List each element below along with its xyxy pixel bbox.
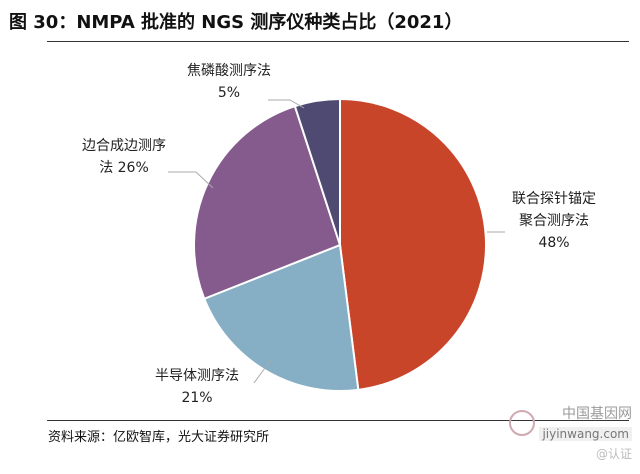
watermark-logo-icon [509,410,536,436]
source-divider [47,420,629,421]
watermark: 中国基因网 jiyinwang.com @认证 [509,404,632,464]
leader-line-3 [168,171,214,189]
chart-title: 图 30：NMPA 批准的 NGS 测序仪种类占比（2021） [9,12,463,33]
slice-label-1-line-1: 联合探针锚定 [512,191,596,207]
pie-slice-2 [202,243,360,392]
leader-line-4 [268,99,305,109]
watermark-site-url: jiyinwang.com [539,427,632,441]
source-note: 资料来源：亿欧智库，光大证券研究所 [48,430,270,445]
slice-label-4-line-2: 5% [218,85,240,101]
slice-label-1-line-2: 聚合测序法 [519,213,589,229]
watermark-signature: @认证 [595,447,632,461]
pie-slice-1 [339,97,487,391]
watermark-site-name: 中国基因网 [562,406,632,422]
slice-label-2-line-1: 半导体测序法 [155,368,239,384]
slice-label-1-line-3: 48% [538,235,569,251]
slice-label-3-line-1: 边合成边测序 [82,138,166,154]
slice-label-2-line-2: 21% [181,390,212,406]
leader-line-2 [253,359,272,384]
slice-label-3-line-2: 法 26% [99,160,149,176]
slice-label-4-line-1: 焦磷酸测序法 [187,63,271,79]
title-divider [47,41,629,42]
pie-slice-4 [293,97,341,246]
